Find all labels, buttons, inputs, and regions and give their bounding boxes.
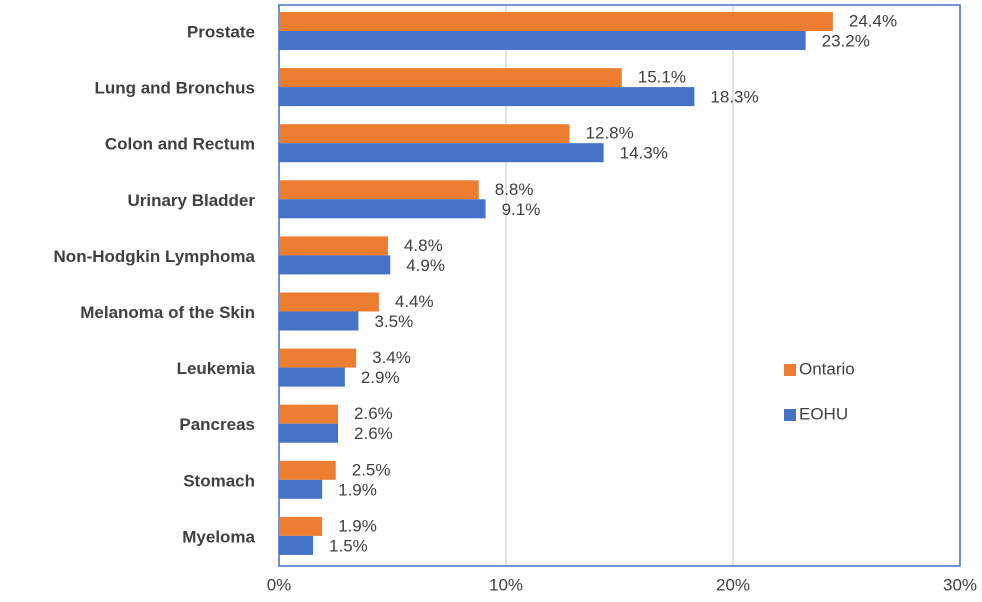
bar (279, 311, 359, 331)
bar (279, 460, 336, 480)
data-label: 1.9% (338, 480, 377, 499)
bar (279, 348, 357, 368)
data-label: 8.8% (495, 180, 534, 199)
y-tick-label: Leukemia (177, 359, 256, 378)
y-tick-label: Myeloma (182, 527, 255, 546)
x-tick-label: 0% (267, 575, 292, 594)
y-tick-label: Colon and Rectum (105, 135, 255, 154)
data-label: 2.5% (352, 460, 391, 479)
x-tick-label: 10% (489, 575, 523, 594)
legend-label: EOHU (799, 404, 848, 423)
data-label: 4.8% (404, 236, 443, 255)
bar (279, 535, 314, 555)
data-label: 2.6% (354, 404, 393, 423)
data-label: 2.9% (361, 368, 400, 387)
data-label: 18.3% (710, 88, 758, 107)
bar (279, 87, 695, 107)
bar (279, 143, 604, 163)
bar (279, 199, 486, 219)
bar (279, 423, 339, 443)
data-label: 14.3% (620, 144, 668, 163)
y-tick-label: Stomach (183, 471, 255, 490)
x-tick-label: 30% (943, 575, 977, 594)
bar (279, 68, 622, 88)
data-label: 1.5% (329, 536, 368, 555)
data-label: 23.2% (822, 31, 870, 50)
bar (279, 404, 339, 424)
legend-swatch (784, 364, 796, 376)
y-tick-label: Non-Hodgkin Lymphoma (54, 247, 256, 266)
data-label: 4.9% (406, 256, 445, 275)
data-label: 1.9% (338, 516, 377, 535)
bar (279, 180, 479, 200)
data-label: 2.6% (354, 424, 393, 443)
x-tick-label: 20% (716, 575, 750, 594)
y-tick-label: Melanoma of the Skin (80, 303, 255, 322)
bar (279, 292, 379, 312)
y-tick-label: Pancreas (179, 415, 255, 434)
legend-swatch (784, 409, 796, 421)
bar (279, 124, 570, 144)
bar (279, 31, 806, 50)
bar (279, 255, 391, 275)
y-tick-label: Lung and Bronchus (94, 79, 255, 98)
data-label: 9.1% (502, 200, 541, 219)
bar (279, 236, 388, 256)
plot-border (278, 4, 961, 567)
bar (279, 367, 345, 387)
data-label: 15.1% (638, 68, 686, 87)
data-label: 4.4% (395, 292, 434, 311)
legend-label: Ontario (799, 359, 855, 378)
y-tick-label: Urinary Bladder (127, 191, 255, 210)
data-label: 3.5% (374, 312, 413, 331)
data-label: 24.4% (849, 11, 897, 30)
y-tick-label: Prostate (187, 23, 255, 42)
bar (279, 12, 833, 31)
data-label: 12.8% (586, 124, 634, 143)
bar (279, 479, 323, 499)
data-label: 3.4% (372, 348, 411, 367)
bar (279, 516, 323, 536)
